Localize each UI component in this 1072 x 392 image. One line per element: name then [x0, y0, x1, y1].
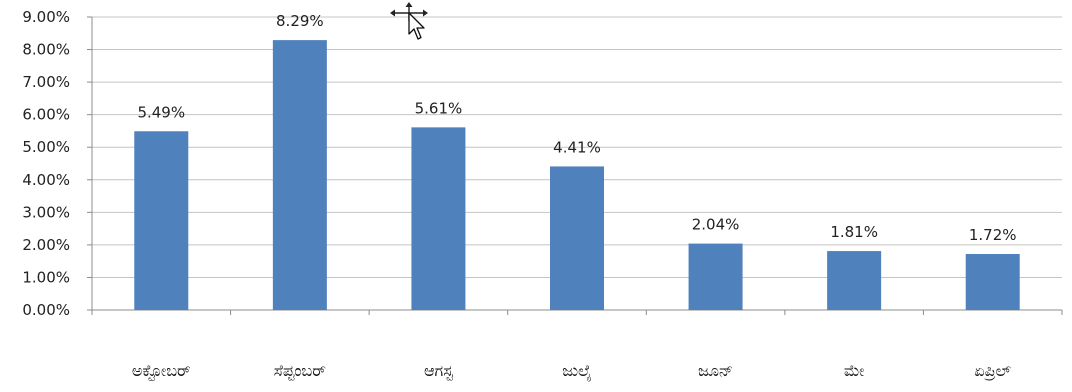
- y-tick-label: 8.00%: [22, 41, 70, 59]
- bar: [550, 166, 604, 310]
- y-tick-label: 3.00%: [22, 203, 70, 221]
- data-label: 1.81%: [830, 223, 878, 241]
- y-axis-tick-labels: 0.00% 1.00% 2.00% 3.00% 4.00% 5.00% 6.00% 7.00%…: [22, 8, 70, 319]
- data-labels: 5.49% 8.29% 5.61% 4.41% 2.04% 1.81% 1.72%: [137, 12, 1016, 244]
- bar: [411, 127, 466, 310]
- data-label: 5.61%: [415, 99, 463, 117]
- move-cursor-icon: [390, 2, 428, 40]
- data-label: 4.41%: [553, 138, 601, 156]
- bar: [965, 254, 1020, 310]
- y-tick-label: 2.00%: [22, 236, 70, 254]
- bars: [134, 40, 1020, 311]
- gridlines: [92, 16, 1062, 278]
- data-label: 1.72%: [969, 226, 1017, 244]
- y-tick-label: 6.00%: [22, 106, 70, 124]
- x-axis-tick-labels: ಅಕ್ಟೋಬರ್ ಸೆಪ್ಟಂಬರ್ ಆಗಸ್ಟ ಜುಲೈ ಜೂನ್ ಮೇ ಏಪ್ರಿಲ್: [132, 361, 1012, 382]
- y-tick-label: 1.00%: [22, 268, 70, 286]
- x-tick-label: ಏಪ್ರಿಲ್: [974, 361, 1011, 381]
- y-tick-label: 7.00%: [22, 73, 70, 91]
- x-tick-label: ಆಗಸ್ಟ: [424, 361, 454, 381]
- y-tick-label: 0.00%: [22, 301, 70, 319]
- y-tick-label: 5.00%: [22, 138, 70, 156]
- y-tick-label: 9.00%: [22, 8, 70, 26]
- x-tick-label: ಸೆಪ್ಟಂಬರ್: [274, 361, 326, 381]
- x-tick-label: ಜುಲೈ: [562, 361, 592, 381]
- x-tick-label: ಮೇ: [844, 361, 865, 380]
- bar: [688, 243, 743, 310]
- data-label: 5.49%: [137, 103, 185, 121]
- x-tick-label: ಜೂನ್: [698, 361, 733, 380]
- bar: [272, 40, 327, 311]
- data-label: 2.04%: [692, 216, 740, 234]
- data-label: 8.29%: [276, 12, 324, 30]
- x-tick-label: ಅಕ್ಟೋಬರ್: [132, 361, 191, 382]
- bar: [827, 251, 882, 310]
- y-tick-label: 4.00%: [22, 171, 70, 189]
- bar: [134, 131, 189, 310]
